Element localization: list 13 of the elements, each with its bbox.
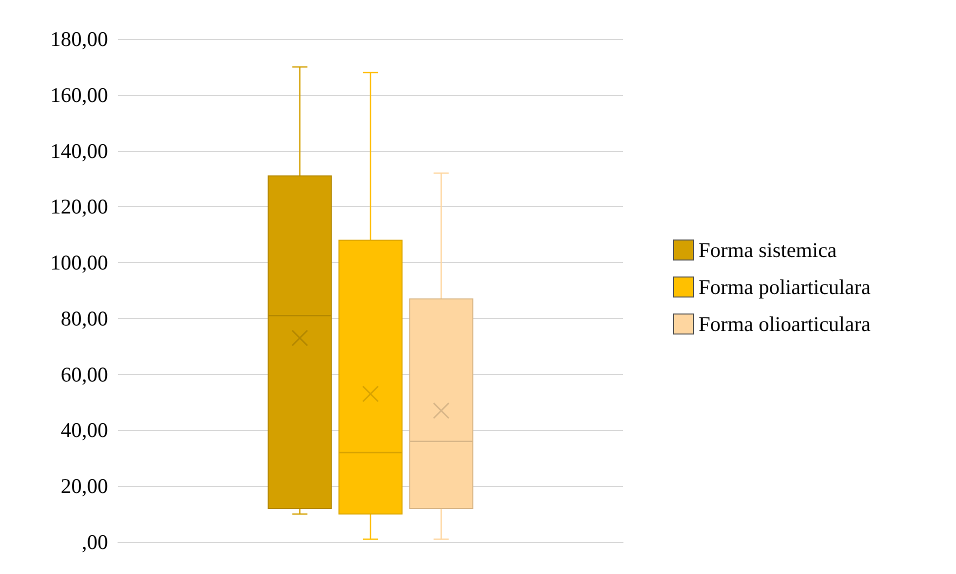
y-tick-label: 140,00 bbox=[50, 138, 108, 163]
legend-label: Forma poliarticulara bbox=[698, 275, 872, 299]
y-tick-label: 100,00 bbox=[50, 250, 108, 275]
y-tick-label: 180,00 bbox=[50, 27, 108, 51]
y-tick-label: 120,00 bbox=[50, 194, 108, 219]
legend-label: Forma sistemica bbox=[698, 238, 838, 262]
legend-label: Forma olioarticulara bbox=[698, 312, 872, 336]
y-tick-label: ,00 bbox=[82, 530, 108, 554]
y-tick-label: 20,00 bbox=[60, 474, 108, 498]
y-tick-label: 40,00 bbox=[60, 418, 108, 442]
y-tick-label: 60,00 bbox=[60, 362, 108, 386]
y-tick-label: 80,00 bbox=[60, 306, 108, 330]
y-tick-label: 160,00 bbox=[50, 82, 108, 107]
